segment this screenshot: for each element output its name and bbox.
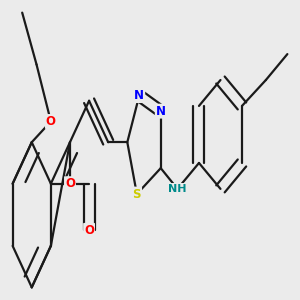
Text: N: N [156,105,166,118]
Text: NH: NH [168,184,187,194]
Text: N: N [134,89,144,102]
Text: O: O [84,224,94,237]
Text: O: O [65,177,75,190]
Text: O: O [46,115,56,128]
Text: S: S [133,188,141,201]
